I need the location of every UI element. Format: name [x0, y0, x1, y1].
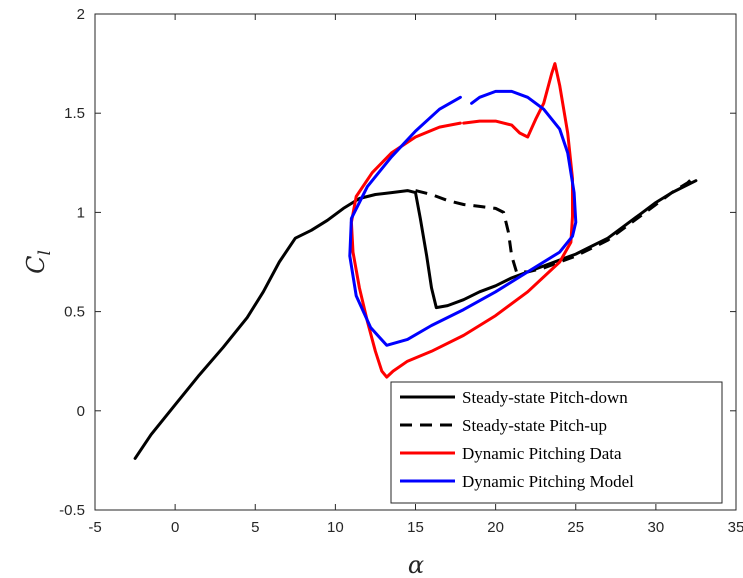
x-tick-label: 30	[648, 519, 665, 536]
y-tick-label: 1	[77, 204, 85, 221]
svg-text:Cl: Cl	[22, 250, 55, 274]
y-axis-label: Cl	[22, 250, 55, 274]
legend-box	[390, 381, 723, 504]
y-axis-label-main: C	[22, 256, 50, 274]
x-tick-label: 0	[171, 519, 179, 536]
legend-label-4: Dynamic Pitching Model	[462, 472, 634, 491]
y-tick-label: -0.5	[59, 502, 85, 519]
legend: Steady-state Pitch-down Steady-state Pitc…	[390, 381, 723, 504]
x-tick-label: -5	[88, 519, 101, 536]
series-line-1	[133, 179, 698, 460]
x-tick-label: 10	[327, 519, 344, 536]
legend-label-3: Dynamic Pitching Data	[462, 444, 622, 463]
series-line-2	[415, 173, 697, 274]
series-layer	[133, 62, 698, 460]
y-axis-label-sub: l	[35, 250, 55, 255]
tick-layer: -5 0 5 10 15 20 25 30 35 -0.5 0 0.5 1 1.5 2	[59, 6, 743, 536]
legend-entries: Steady-state Pitch-down Steady-state Pitc…	[400, 388, 634, 491]
x-axis-label: α	[408, 551, 424, 578]
y-tick-label: 1.5	[64, 105, 85, 122]
x-tick-label: 20	[487, 519, 504, 536]
y-tick-label: 0	[77, 403, 85, 420]
y-tick-label: 0.5	[64, 304, 85, 321]
series-line-4	[348, 89, 578, 347]
legend-label-1: Steady-state Pitch-down	[462, 388, 628, 407]
x-tick-label: 15	[407, 519, 424, 536]
x-tick-label: 5	[251, 519, 259, 536]
y-tick-label: 2	[77, 6, 85, 23]
x-tick-label: 25	[567, 519, 584, 536]
legend-label-2: Steady-state Pitch-up	[462, 416, 607, 435]
x-tick-label: 35	[728, 519, 743, 536]
